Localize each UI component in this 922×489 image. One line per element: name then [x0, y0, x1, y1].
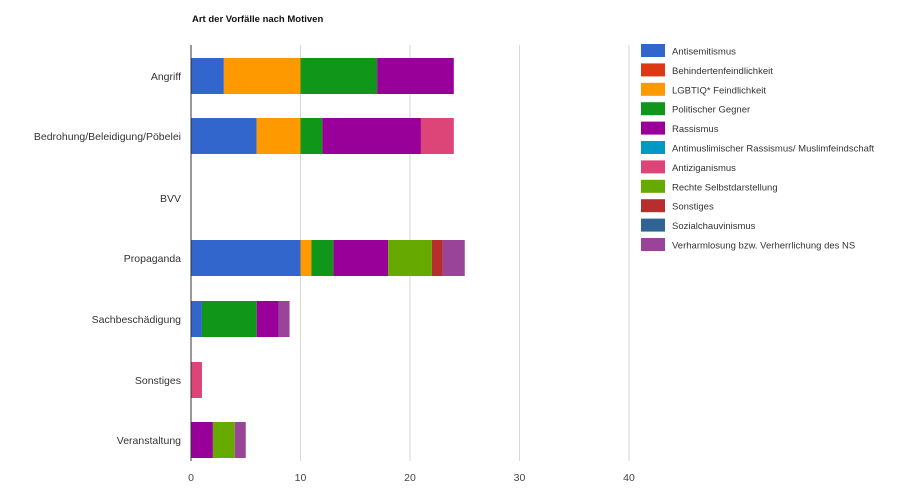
bar-segment [278, 301, 290, 337]
legend-swatch [641, 121, 665, 135]
legend-label: Antisemitismus [672, 47, 736, 58]
x-tick-label: 20 [404, 472, 416, 484]
bar-segment [201, 301, 257, 337]
legend-swatch [641, 160, 665, 174]
x-tick-labels: 0 10 20 30 40 [188, 472, 635, 484]
legend-swatch [641, 179, 665, 193]
legend-label: Behindertenfeindlichkeit [672, 66, 773, 77]
legend-swatch [641, 44, 665, 57]
x-tick-label: 10 [295, 472, 307, 484]
legend-label: Verharmlosung bzw. Verherrlichung des NS [672, 241, 855, 252]
legend-label: Antiziganismus [672, 163, 736, 174]
bar-segment [300, 58, 378, 94]
legend-swatch [641, 102, 665, 116]
category-labels: Angriff Bedrohung/Beleidigung/Pöbelei BVV P… [34, 71, 181, 447]
bar-segment [191, 118, 257, 154]
bar-segment [388, 240, 432, 276]
legend-label: LGBTIQ* Feindlichkeit [672, 85, 766, 96]
legend: Antisemitismus Behindertenfeindlichkeit LG… [641, 44, 875, 252]
category-label: Sonstiges [135, 375, 181, 387]
legend-swatch [641, 238, 665, 251]
legend-label: Sozialchauvinismus [672, 221, 756, 232]
legend-swatch [641, 199, 665, 213]
bar-segment [223, 58, 301, 94]
bar-segment [212, 422, 235, 458]
legend-swatch [641, 218, 665, 232]
category-label: Bedrohung/Beleidigung/Pöbelei [34, 131, 181, 143]
category-label: Angriff [151, 71, 181, 83]
bar-segment [300, 240, 312, 276]
x-tick-label: 30 [514, 472, 526, 484]
legend-swatch [641, 141, 665, 154]
bar-segment [377, 58, 454, 94]
legend-label: Sonstiges [672, 202, 714, 213]
bar-segment [442, 240, 465, 276]
bar-segment [420, 118, 454, 154]
bar-segment [234, 422, 246, 458]
bar-segments [191, 58, 465, 458]
bar-segment [300, 118, 323, 154]
x-tick-label: 40 [623, 472, 635, 484]
bar-segment [311, 240, 334, 276]
bar-segment [256, 118, 301, 154]
legend-label: Rassismus [672, 124, 719, 135]
legend-label: Antimuslimischer Rassismus/ Muslimfeinds… [672, 144, 875, 155]
category-label: Sachbeschädigung [92, 314, 181, 326]
bar-segment [191, 422, 213, 458]
bar-segment [322, 118, 421, 154]
x-tick-label: 0 [188, 472, 194, 484]
bar-segment [333, 240, 389, 276]
chart-title: Art der Vorfälle nach Motiven [192, 14, 323, 25]
legend-swatch [641, 82, 665, 96]
bar-segment [191, 362, 202, 398]
category-label: Propaganda [124, 253, 181, 265]
bar-segment [191, 240, 301, 276]
category-label: BVV [160, 193, 181, 205]
bar-segment [191, 301, 202, 337]
bar-segment [431, 240, 443, 276]
legend-label: Politischer Gegner [672, 105, 750, 116]
category-label: Veranstaltung [117, 435, 181, 447]
bar-segment [256, 301, 279, 337]
legend-label: Rechte Selbstdarstellung [672, 182, 778, 193]
legend-swatch [641, 63, 665, 77]
bar-segment [191, 58, 224, 94]
